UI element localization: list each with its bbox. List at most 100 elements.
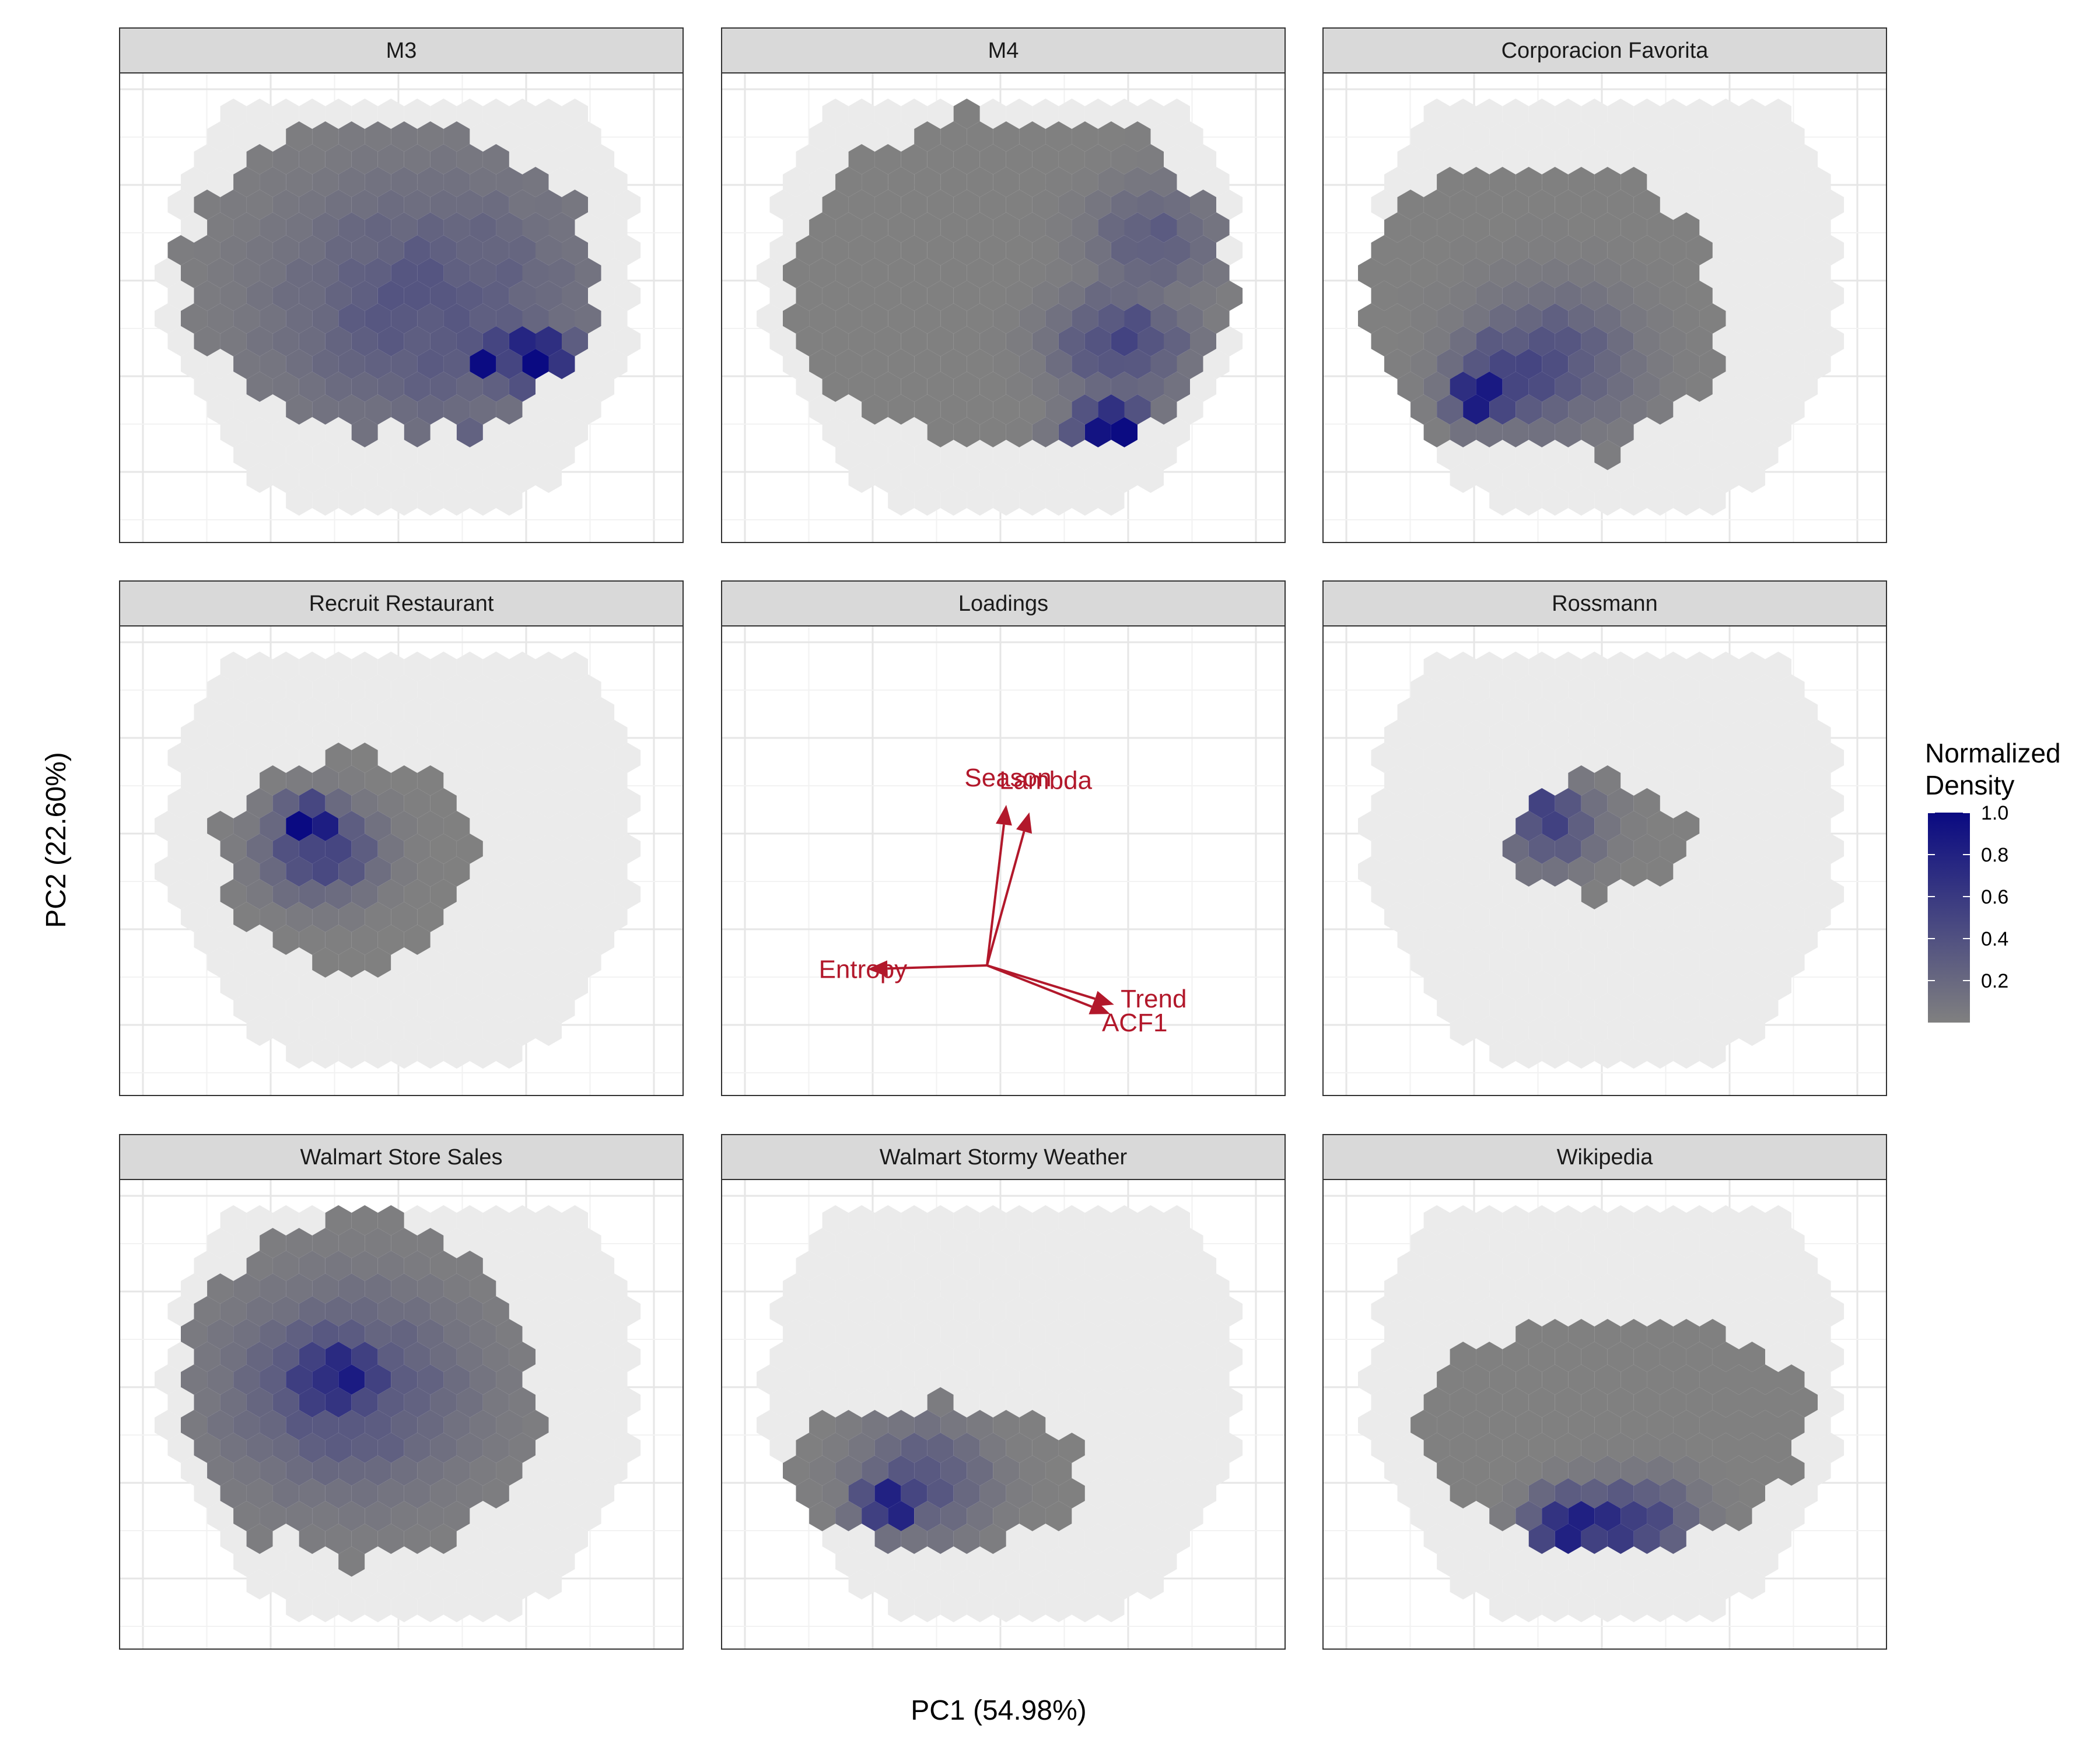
hexbin-cell <box>220 1387 247 1418</box>
hexbin-cell <box>993 440 1020 470</box>
hexbin-cell <box>496 947 523 978</box>
hexbin-cell <box>1673 674 1700 705</box>
hexbin-cell <box>1502 1251 1529 1281</box>
hexbin-cell <box>430 99 457 129</box>
hexbin-cell <box>967 1546 993 1577</box>
hexbin-cell <box>325 463 352 493</box>
hexbin-cell <box>601 1455 628 1486</box>
hexbin-cell <box>404 372 430 402</box>
hexbin-cell <box>1072 1364 1098 1395</box>
hexbin-cell <box>548 1319 575 1349</box>
hexbin-cell <box>1647 993 1674 1023</box>
hexbin-cell <box>796 1387 822 1418</box>
hexbin-cell <box>272 1016 299 1046</box>
hexbin-cell <box>496 212 523 243</box>
hexbin-cell <box>522 121 549 152</box>
hexbin-cell <box>456 1387 483 1418</box>
hexbin-cell <box>1699 1273 1726 1304</box>
hexbin-cell <box>1528 417 1555 447</box>
hexbin-cell <box>1019 1410 1046 1440</box>
hexbin-cell <box>1752 303 1779 334</box>
hexbin-cell <box>1138 1524 1164 1554</box>
hexbin-cell <box>456 1296 483 1326</box>
hexbin-cell <box>1542 440 1569 470</box>
hexbin-cell <box>220 1296 247 1326</box>
hexbin-cell <box>1124 121 1151 152</box>
hexbin-cell <box>1647 674 1674 705</box>
hexbin-cell <box>1620 856 1647 887</box>
hexbin-cell <box>1502 788 1529 818</box>
hexbin-cell <box>181 1273 208 1304</box>
hexbin-cell <box>1384 902 1411 932</box>
hexbin-cell <box>1726 674 1752 705</box>
hexbin-cell <box>1032 1433 1059 1463</box>
hexbin-cell <box>430 326 457 356</box>
hexbin-cell <box>1555 879 1581 909</box>
hexbin-cell <box>1437 167 1464 197</box>
hexbin-cell <box>167 190 194 220</box>
hexbin-cell <box>1686 1524 1713 1554</box>
hexbin-cell <box>456 99 483 129</box>
hexbin-cell <box>1686 144 1713 174</box>
hexbin-cell <box>1620 1319 1647 1349</box>
hexbin-cell <box>1084 1569 1111 1600</box>
hexbin-cell <box>1555 463 1581 493</box>
hexbin-cell <box>993 1592 1020 1622</box>
hexbin-cell <box>1739 235 1765 265</box>
hexbin-cell <box>1437 121 1464 152</box>
hexbin-cell <box>601 167 628 197</box>
hexbin-cell <box>155 1410 181 1440</box>
hexbin-cell <box>1111 417 1138 447</box>
hexbin-cell <box>496 485 523 516</box>
hexbin-cell <box>1765 372 1791 402</box>
hexbin-cell <box>575 349 601 379</box>
hexbin-cell <box>1450 235 1476 265</box>
hexbin-cell <box>286 1410 313 1440</box>
hexbin-cell <box>417 1038 444 1069</box>
hexbin-cell <box>1804 856 1831 887</box>
hexbin-cell <box>1633 697 1660 727</box>
hexbin-cell <box>536 1387 562 1418</box>
hexbin-layer <box>155 99 641 516</box>
hexbin-cell <box>522 212 549 243</box>
hexbin-cell <box>1410 1455 1437 1486</box>
hexbin-cell <box>1516 947 1542 978</box>
hexbin-cell <box>430 144 457 174</box>
hexbin-cell <box>351 190 378 220</box>
hexbin-cell <box>1699 674 1726 705</box>
hexbin-cell <box>1111 281 1138 311</box>
hexbin-cell <box>1699 349 1726 379</box>
hexbin-cell <box>470 674 496 705</box>
hexbin-cell <box>1450 326 1476 356</box>
hexbin-cell <box>1371 834 1398 864</box>
hexbin-cell <box>1673 856 1700 887</box>
loading-arrow-trend <box>986 964 1096 1000</box>
hexbin-cell <box>1203 303 1230 334</box>
hexbin-cell <box>1726 1410 1752 1440</box>
hexbin-cell <box>233 1501 260 1531</box>
hexbin-cell <box>1150 1501 1177 1531</box>
hexbin-cell <box>1555 235 1581 265</box>
hexbin-cell <box>1516 121 1542 152</box>
hexbin-cell <box>901 1342 928 1372</box>
hexbin-cell <box>1699 1455 1726 1486</box>
hexbin-cell <box>1423 235 1450 265</box>
hexbin-cell <box>1502 1433 1529 1463</box>
hexbin-cell <box>914 121 941 152</box>
hexbin-cell <box>299 697 326 727</box>
hexbin-cell <box>482 417 509 447</box>
hexbin-cell <box>1699 1038 1726 1069</box>
hexbin-cell <box>1032 1342 1059 1372</box>
hexbin-cell <box>351 99 378 129</box>
hexbin-cell <box>1712 372 1739 402</box>
hexbin-cell <box>1124 440 1151 470</box>
hexbin-cell <box>1633 99 1660 129</box>
hexbin-cell <box>338 1501 365 1531</box>
hexbin-cell <box>1516 993 1542 1023</box>
hexbin-cell <box>588 788 615 818</box>
hexbin-cell <box>979 1478 1006 1508</box>
hexbin-cell <box>470 1592 496 1622</box>
hexbin-cell <box>299 652 326 682</box>
hexbin-cell <box>914 1592 941 1622</box>
hexbin-cell <box>1581 372 1608 402</box>
